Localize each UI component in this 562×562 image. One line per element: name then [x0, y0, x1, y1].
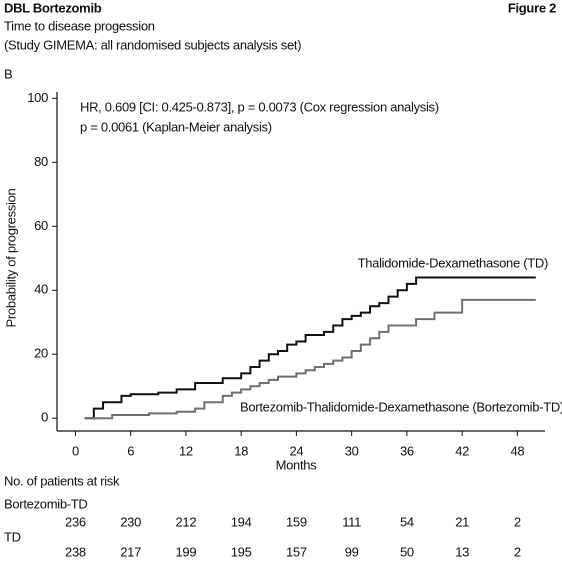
- header: DBL Bortezomib: [4, 0, 102, 15]
- y-tick-label: 60: [34, 218, 48, 233]
- x-tick-label: 42: [455, 443, 469, 458]
- risk-value: 236: [65, 514, 86, 529]
- y-tick-label: 40: [34, 282, 48, 297]
- y-tick-label: 100: [27, 90, 48, 105]
- annotation: HR, 0.609 [CI: 0.425-0.873], p = 0.0073 …: [80, 99, 439, 114]
- x-tick-label: 18: [234, 443, 248, 458]
- risk-value: 2: [514, 514, 521, 529]
- y-tick-label: 0: [41, 410, 48, 425]
- risk-value: 2: [514, 544, 521, 559]
- series-label: Thalidomide-Dexamethasone (TD): [358, 255, 548, 270]
- risk-value: 217: [120, 544, 141, 559]
- risk-value: 199: [176, 544, 197, 559]
- chart-subtitle: (Study GIMEMA: all randomised subjects a…: [4, 37, 301, 52]
- x-axis-label: Months: [276, 457, 318, 472]
- risk-value: 194: [231, 514, 252, 529]
- x-tick-label: 24: [289, 443, 303, 458]
- risk-value: 99: [345, 544, 359, 559]
- km-curve: [84, 276, 536, 420]
- risk-row-name: TD: [4, 529, 21, 544]
- x-tick-label: 0: [72, 443, 79, 458]
- risk-value: 54: [400, 514, 414, 529]
- x-tick-label: 30: [345, 443, 359, 458]
- x-tick-label: 36: [400, 443, 414, 458]
- x-tick-label: 48: [510, 443, 524, 458]
- risk-row-name: Bortezomib-TD: [4, 496, 88, 511]
- risk-value: 159: [286, 514, 307, 529]
- annotation: p = 0.0061 (Kaplan-Meier analysis): [80, 119, 272, 134]
- risk-value: 13: [455, 544, 469, 559]
- risk-value: 238: [65, 544, 86, 559]
- risk-table-title: No. of patients at risk: [4, 473, 120, 488]
- risk-value: 21: [455, 514, 469, 529]
- x-tick-label: 6: [127, 443, 134, 458]
- panel-label: B: [4, 66, 12, 81]
- risk-value: 230: [120, 514, 141, 529]
- chart-title: Time to disease progession: [4, 18, 155, 33]
- y-tick-label: 20: [34, 346, 48, 361]
- series-label: Bortezomib-Thalidomide-Dexamethasone (Bo…: [240, 399, 562, 414]
- risk-value: 212: [176, 514, 197, 529]
- risk-value: 157: [286, 544, 307, 559]
- figure-label: Figure 2: [508, 0, 556, 15]
- risk-value: 50: [400, 544, 414, 559]
- risk-value: 111: [342, 514, 361, 529]
- y-tick-label: 80: [34, 154, 48, 169]
- y-axis-label: Probability of progression: [3, 188, 18, 327]
- km-curve: [84, 298, 536, 420]
- risk-value: 195: [231, 544, 252, 559]
- x-tick-label: 12: [179, 443, 193, 458]
